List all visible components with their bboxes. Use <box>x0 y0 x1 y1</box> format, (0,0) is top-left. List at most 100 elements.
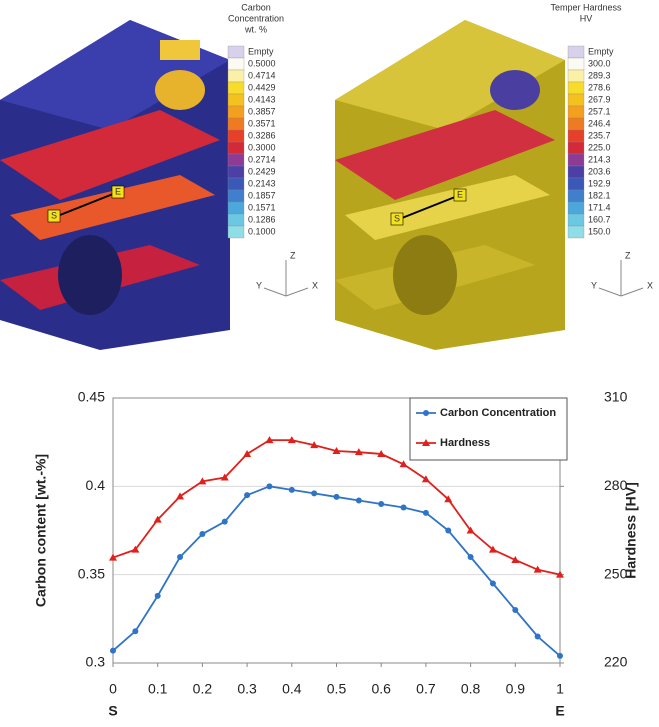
colorbar-title: wt. % <box>244 24 267 34</box>
x-tick-label: 0 <box>109 681 117 697</box>
x-tick-label: 0.6 <box>371 681 391 697</box>
axis-triad-label: Y <box>256 280 262 290</box>
x-tick-label: 0.9 <box>506 681 526 697</box>
colorbar-label: 0.3571 <box>248 118 276 128</box>
colorbar-title: Temper Hardness <box>550 2 622 12</box>
colorbar-label: 225.0 <box>588 142 611 152</box>
colorbar-swatch <box>228 226 244 238</box>
colorbar-label: 0.4143 <box>248 94 276 104</box>
data-point <box>512 607 518 613</box>
series-line <box>113 486 560 656</box>
y-tick-label: 0.45 <box>78 389 105 405</box>
data-point <box>244 492 250 498</box>
annotation: S <box>108 703 117 719</box>
y-tick-label: 0.3 <box>86 654 106 670</box>
data-point <box>199 531 205 537</box>
colorbar-swatch <box>228 214 244 226</box>
x-tick-label: 0.1 <box>148 681 168 697</box>
colorbar-swatch <box>568 166 584 178</box>
colorbar-swatch <box>568 106 584 118</box>
y-axis-label: Carbon content [wt.-%] <box>33 454 49 607</box>
colorbar-swatch <box>228 154 244 166</box>
colorbar-title: HV <box>580 13 593 23</box>
annotation: E <box>555 703 564 719</box>
colorbar-swatch <box>568 46 584 58</box>
colorbar-label: 0.2143 <box>248 178 276 188</box>
data-point <box>557 653 563 659</box>
data-point <box>535 634 541 640</box>
data-point <box>490 581 496 587</box>
colorbar-label: 278.6 <box>588 82 611 92</box>
axis-triad-label: Y <box>591 280 597 290</box>
point-label: E <box>115 186 121 196</box>
colorbar-swatch <box>568 178 584 190</box>
colorbar-swatch <box>568 130 584 142</box>
colorbar-swatch <box>228 82 244 94</box>
colorbar-label: 235.7 <box>588 130 611 140</box>
y-tick-label: 0.35 <box>78 565 105 581</box>
hardness-rendering <box>335 20 565 350</box>
data-point <box>289 487 295 493</box>
colorbar-label: 0.2714 <box>248 154 276 164</box>
colorbar-swatch <box>228 118 244 130</box>
colorbar-swatch <box>228 166 244 178</box>
data-point <box>356 497 362 503</box>
colorbar-label: 0.3286 <box>248 130 276 140</box>
axis-triad <box>264 288 286 296</box>
x-tick-label: 0.3 <box>237 681 257 697</box>
colorbar-label: 214.3 <box>588 154 611 164</box>
x-tick-label: 0.2 <box>193 681 213 697</box>
data-point <box>110 648 116 654</box>
data-point <box>266 483 272 489</box>
colorbar-label: 0.1286 <box>248 214 276 224</box>
x-tick-label: 0.7 <box>416 681 436 697</box>
colorbar-label: 0.4714 <box>248 70 276 80</box>
colorbar-label: 203.6 <box>588 166 611 176</box>
colorbar-label: 182.1 <box>588 190 611 200</box>
colorbar-label: 300.0 <box>588 58 611 68</box>
y2-tick-label: 310 <box>604 389 628 405</box>
colorbar-swatch <box>568 142 584 154</box>
legend-label: Hardness <box>440 437 490 449</box>
axis-triad-label: Z <box>625 250 631 260</box>
colorbar-swatch <box>568 190 584 202</box>
data-point <box>378 501 384 507</box>
colorbar-swatch <box>568 226 584 238</box>
colorbar-label: 289.3 <box>588 70 611 80</box>
colorbar-label: 160.7 <box>588 214 611 224</box>
colorbar-swatch <box>228 178 244 190</box>
x-tick-label: 0.8 <box>461 681 481 697</box>
colorbar-swatch <box>228 94 244 106</box>
axis-triad-label: X <box>647 280 653 290</box>
colorbar-swatch <box>568 82 584 94</box>
colorbar-label: 0.3857 <box>248 106 276 116</box>
colorbar-swatch <box>568 58 584 70</box>
colorbar-swatch <box>568 118 584 130</box>
colorbar-swatch <box>568 202 584 214</box>
colorbar-label: 0.1000 <box>248 226 276 236</box>
axis-triad <box>599 288 621 296</box>
colorbar-label: 192.9 <box>588 178 611 188</box>
colorbar-swatch <box>228 46 244 58</box>
data-point <box>132 628 138 634</box>
colorbar-label: 0.2429 <box>248 166 276 176</box>
data-point <box>468 554 474 560</box>
colorbar-label: 0.4429 <box>248 82 276 92</box>
axis-triad-label: X <box>312 280 318 290</box>
y2-axis-label: Hardness [HV] <box>623 482 639 578</box>
data-point <box>311 490 317 496</box>
colorbar-swatch <box>568 214 584 226</box>
y2-tick-label: 220 <box>604 654 628 670</box>
colorbar-label: 150.0 <box>588 226 611 236</box>
colorbar-swatch <box>228 142 244 154</box>
figure: CarbonConcentrationwt. %Empty0.50000.471… <box>0 0 659 722</box>
legend-marker <box>423 410 429 416</box>
colorbar-swatch <box>568 94 584 106</box>
point-label: E <box>457 189 463 199</box>
colorbar-label: 0.1857 <box>248 190 276 200</box>
axis-triad <box>286 288 308 296</box>
colorbar-label: 171.4 <box>588 202 611 212</box>
carbon-rendering <box>0 20 230 350</box>
colorbar-label: Empty <box>248 46 274 56</box>
x-tick-label: 0.4 <box>282 681 302 697</box>
